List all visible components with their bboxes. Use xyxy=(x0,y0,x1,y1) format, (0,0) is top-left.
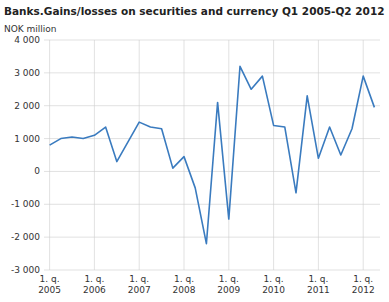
x-grid-line xyxy=(363,40,364,270)
x-grid-line xyxy=(49,40,50,270)
title: Banks.Gains/losses on securities and cur… xyxy=(4,5,385,17)
x-tick-label: 1. q.2008 xyxy=(173,274,196,295)
x-tick-label: 1. q.2011 xyxy=(307,274,330,295)
x-grid-line xyxy=(273,40,274,270)
y-tick-label: -2 000 xyxy=(11,232,40,242)
y-tick-label: -3 000 xyxy=(11,265,40,275)
x-tick-label: 1. q.2006 xyxy=(83,274,106,295)
x-tick-label: 1. q.2009 xyxy=(217,274,240,295)
x-grid-line xyxy=(228,40,229,270)
x-tick-label: 1. q.2007 xyxy=(128,274,151,295)
chart: Banks.Gains/losses on securities and cur… xyxy=(0,0,389,302)
x-tick-label: 1. q.2010 xyxy=(262,274,285,295)
background xyxy=(0,0,389,302)
x-grid-line xyxy=(184,40,185,270)
y-tick-label: -1 000 xyxy=(11,199,40,209)
y-tick-label: 3 000 xyxy=(14,68,40,78)
x-grid-line xyxy=(94,40,95,270)
grid xyxy=(44,40,380,270)
x-tick-label: 1. q.2005 xyxy=(38,274,61,295)
x-tick-label: 1. q.2012 xyxy=(352,274,375,295)
y-tick-label: 1 000 xyxy=(14,134,40,144)
y-axis-label: NOK million xyxy=(4,24,57,34)
line xyxy=(50,66,375,243)
plot-area xyxy=(50,66,375,243)
x-grid-line xyxy=(139,40,140,270)
y-tick-label: 2 000 xyxy=(14,101,40,111)
y-tick-label: 0 xyxy=(34,166,40,176)
y-tick-label: 4 000 xyxy=(14,35,40,45)
